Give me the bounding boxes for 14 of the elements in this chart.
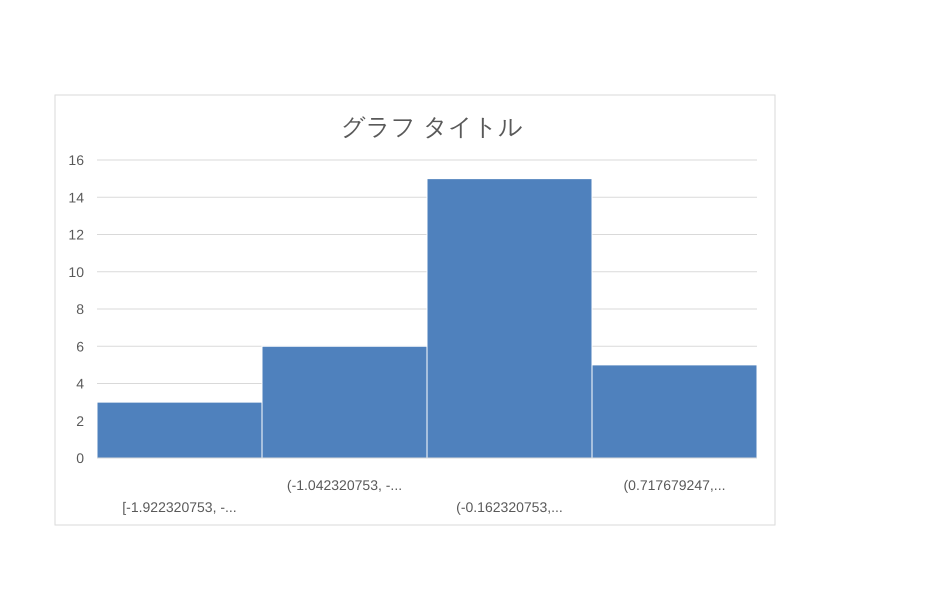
x-tick-label: (-0.162320753,... <box>456 499 563 515</box>
y-tick-label: 14 <box>68 189 84 206</box>
chart-title: グラフ タイトル <box>341 114 523 141</box>
y-tick-label: 10 <box>68 264 84 280</box>
x-tick-label: (0.717679247,... <box>624 477 726 493</box>
y-tick-label: 6 <box>76 338 84 354</box>
x-tick-label: (-1.042320753, -... <box>286 477 402 493</box>
y-tick-label: 8 <box>76 301 84 317</box>
y-tick-label: 2 <box>76 412 84 429</box>
y-tick-label: 4 <box>76 376 84 392</box>
x-tick-label: [-1.922320753, -... <box>122 499 237 515</box>
y-tick-label: 16 <box>68 152 84 168</box>
y-tick-label: 0 <box>76 450 84 466</box>
y-tick-label: 12 <box>68 226 84 242</box>
